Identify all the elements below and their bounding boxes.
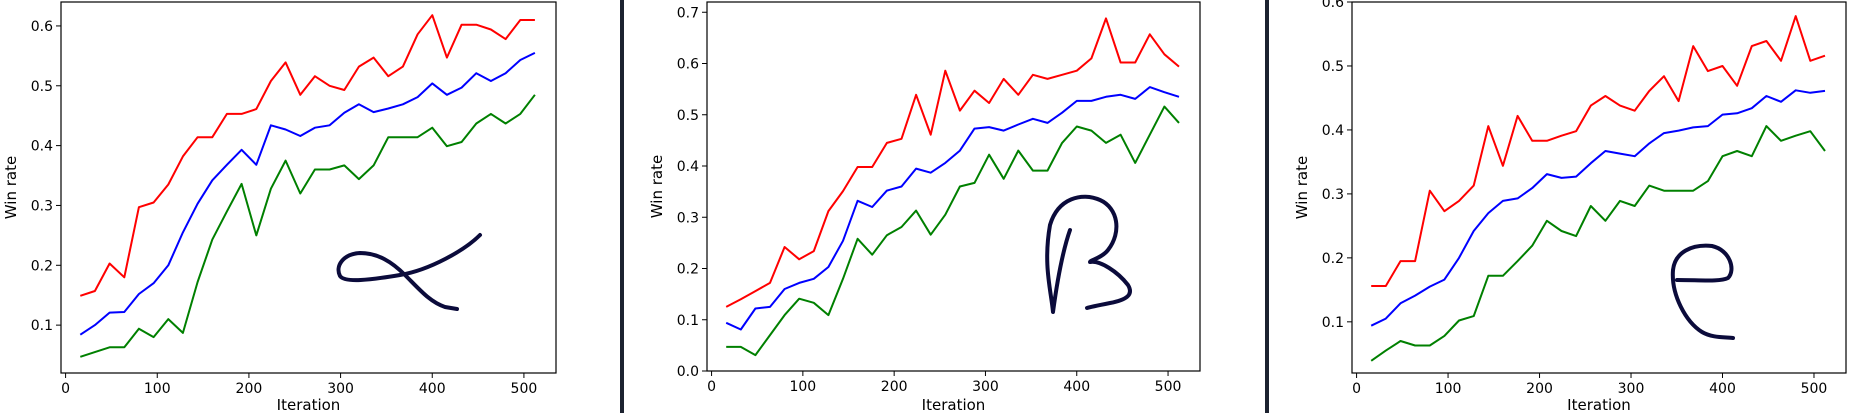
series-line-3 xyxy=(79,94,536,358)
y-tick-label: 0.5 xyxy=(1322,59,1344,75)
series-line-1 xyxy=(79,14,535,297)
x-tick-label: 500 xyxy=(1801,381,1828,397)
series-line-1 xyxy=(725,17,1180,308)
y-tick-label: 0.3 xyxy=(1322,187,1344,203)
y-axis-label: Win rate xyxy=(2,156,20,219)
chart-2: 0 100 200 300 400 500 0.0 0.1 0.2 0.3 0.4 0.5 0.6 0.7… xyxy=(648,1,1201,413)
y-tick-label: 0.2 xyxy=(1322,251,1344,267)
plot-frame xyxy=(1351,1,1847,374)
plot-frame xyxy=(706,1,1201,372)
x-axis-label: Iteration xyxy=(1567,396,1631,413)
handwritten-alpha-icon xyxy=(336,233,482,311)
y-tick-label: 0.3 xyxy=(31,198,53,214)
x-tick-label: 100 xyxy=(789,379,816,395)
chart-3: 0 100 200 300 400 500 0.1 0.2 0.3 0.4 0.5 0.6 Iterat… xyxy=(1293,0,1847,413)
y-tick-label: 0.3 xyxy=(677,210,699,226)
plot-frame xyxy=(60,1,557,374)
x-tick-label: 400 xyxy=(1063,379,1090,395)
x-tick-label: 400 xyxy=(1709,381,1736,397)
x-tick-label: 500 xyxy=(511,381,538,397)
x-tick-label: 300 xyxy=(972,379,999,395)
handwritten-epsilon-icon xyxy=(1670,243,1735,340)
series-line-2 xyxy=(79,52,536,336)
x-axis-label: Iteration xyxy=(922,396,986,413)
separator-left xyxy=(620,0,624,413)
x-tick-label: 300 xyxy=(1618,381,1645,397)
y-tick-label: 0.2 xyxy=(31,258,53,274)
x-tick-label: 0 xyxy=(707,379,716,395)
y-tick-label: 0.1 xyxy=(31,318,53,334)
series-line-3 xyxy=(1370,125,1826,362)
y-tick-label: 0.4 xyxy=(677,159,699,175)
x-tick-label: 0 xyxy=(1352,381,1361,397)
x-axis-label: Iteration xyxy=(277,396,341,413)
series-line-1 xyxy=(1371,15,1826,287)
y-axis-label: Win rate xyxy=(1293,156,1311,219)
y-tick-label: 0.6 xyxy=(1322,0,1344,11)
y-tick-label: 0.0 xyxy=(677,364,699,380)
x-tick-label: 0 xyxy=(61,381,70,397)
x-tick-label: 500 xyxy=(1155,379,1182,395)
x-tick-label: 200 xyxy=(236,381,263,397)
x-tick-label: 100 xyxy=(144,381,171,397)
y-tick-label: 0.4 xyxy=(1322,123,1344,139)
handwritten-beta-icon xyxy=(1045,194,1132,314)
y-tick-label: 0.4 xyxy=(31,139,53,155)
separator-right xyxy=(1265,0,1269,413)
y-tick-label: 0.7 xyxy=(677,5,699,21)
y-tick-label: 0.6 xyxy=(677,57,699,73)
x-tick-label: 400 xyxy=(419,381,446,397)
y-tick-label: 0.5 xyxy=(677,108,699,124)
y-tick-label: 0.5 xyxy=(31,79,53,95)
series-line-2 xyxy=(725,86,1180,331)
series-line-2 xyxy=(1370,89,1826,327)
x-tick-label: 200 xyxy=(881,379,908,395)
y-tick-label: 0.2 xyxy=(677,262,699,278)
y-tick-label: 0.6 xyxy=(31,19,53,35)
y-tick-label: 0.1 xyxy=(677,313,699,329)
x-tick-label: 300 xyxy=(327,381,354,397)
x-tick-label: 200 xyxy=(1526,381,1553,397)
y-axis-label: Win rate xyxy=(648,155,666,218)
series-line-3 xyxy=(726,105,1180,357)
y-tick-label: 0.1 xyxy=(1322,315,1344,331)
chart-1: 0 100 200 300 400 500 0.1 0.2 0.3 0.4 0.5 0.6 Iterat… xyxy=(2,1,557,413)
x-tick-label: 100 xyxy=(1435,381,1462,397)
